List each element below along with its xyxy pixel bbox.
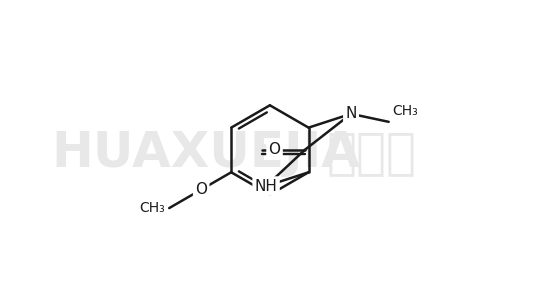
Text: N: N <box>346 106 357 121</box>
Text: O: O <box>268 142 281 158</box>
Text: 化学加: 化学加 <box>326 129 417 177</box>
Text: NH: NH <box>255 178 278 194</box>
Text: CH₃: CH₃ <box>393 104 418 118</box>
Text: O: O <box>195 182 207 197</box>
Text: CH₃: CH₃ <box>139 201 165 215</box>
Text: HUAXUEJIA: HUAXUEJIA <box>52 129 361 177</box>
